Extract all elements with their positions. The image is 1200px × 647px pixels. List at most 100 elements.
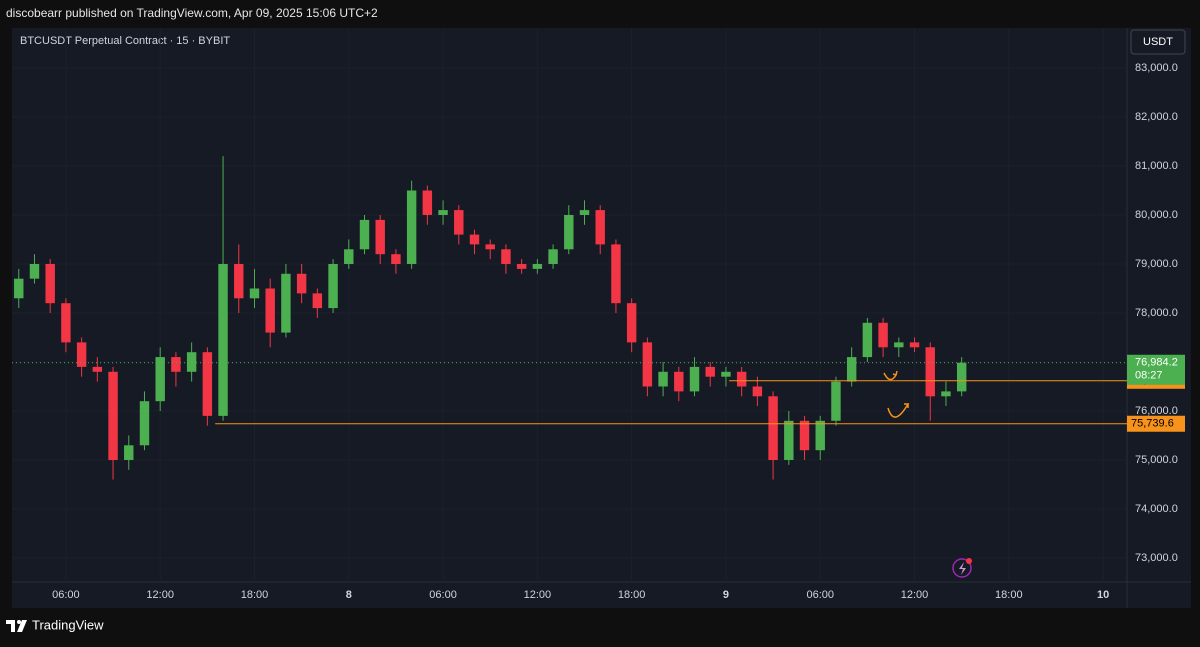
- candle-body: [422, 190, 433, 215]
- x-tick-label: 18:00: [241, 589, 269, 601]
- candle-body: [92, 366, 103, 372]
- footer: [0, 610, 1200, 642]
- candle-body: [752, 386, 763, 397]
- candle-body: [469, 234, 480, 245]
- plot: [12, 28, 1127, 582]
- candle-body: [548, 249, 558, 264]
- candle-body: [312, 293, 323, 309]
- candle-body: [674, 371, 684, 392]
- candle-body: [265, 288, 275, 333]
- candle-body: [375, 219, 385, 255]
- candle-body: [846, 357, 857, 382]
- countdown: 08:27: [1135, 370, 1163, 382]
- x-tick-label: 06:00: [806, 589, 834, 601]
- currency[interactable]: USDT: [1143, 36, 1173, 48]
- alert-icon-bolt: [959, 562, 966, 575]
- x-tick-label: 18:00: [995, 589, 1023, 601]
- candle-body: [815, 420, 825, 451]
- candle-body: [878, 322, 888, 348]
- y-tick-label: 83,000.0: [1135, 62, 1178, 74]
- annotation-arrow: [883, 370, 898, 381]
- x-tick-label: 12:00: [524, 589, 552, 601]
- y-tick-label: 76,000.0: [1135, 405, 1178, 417]
- candle-body: [626, 303, 637, 343]
- x-tick-label: 06:00: [429, 589, 457, 601]
- candle-body: [799, 420, 810, 451]
- candle-body: [61, 303, 71, 343]
- candle-body: [784, 420, 794, 460]
- y-tick-label: 74,000.0: [1135, 503, 1178, 515]
- y-tick-label: 80,000.0: [1135, 209, 1178, 221]
- candle-body: [359, 219, 370, 250]
- candle-body: [768, 396, 778, 460]
- candle-body: [296, 273, 307, 294]
- candle-body: [281, 273, 291, 333]
- y-tick-label: 75,000.0: [1135, 454, 1178, 466]
- candle-body: [894, 342, 904, 348]
- candle-body: [925, 347, 935, 397]
- candle-body: [328, 263, 338, 309]
- level-label: 75,739.6: [1131, 418, 1174, 430]
- candle-body: [45, 263, 55, 304]
- candle-body: [909, 342, 920, 348]
- x-tick-label: 06:00: [52, 589, 80, 601]
- candle-body: [171, 357, 181, 372]
- symbol-title: BTCUSDT Perpetual Contract · 15 · BYBIT: [20, 35, 230, 47]
- candle-body: [485, 244, 495, 250]
- candle-body: [29, 263, 40, 279]
- candle-body: [516, 263, 527, 269]
- candle-body: [956, 362, 967, 392]
- candle-body: [76, 342, 87, 367]
- y-tick-label: 78,000.0: [1135, 307, 1178, 319]
- candle-body: [689, 366, 700, 392]
- brand[interactable]: TradingView: [32, 617, 104, 632]
- candle-body: [862, 322, 873, 358]
- y-tick-label: 73,000.0: [1135, 552, 1178, 564]
- candle-body: [642, 342, 653, 387]
- alert-icon[interactable]: [952, 558, 972, 578]
- time-axis: [12, 582, 1191, 608]
- last-price-box: [1127, 354, 1185, 385]
- y-tick-label: 82,000.0: [1135, 111, 1178, 123]
- logo: [6, 620, 27, 632]
- candle-body: [941, 391, 951, 397]
- candle-body: [658, 371, 668, 387]
- y-tick-label: 79,000.0: [1135, 258, 1178, 270]
- x-tick-label: 10: [1097, 589, 1109, 601]
- candle-body: [579, 210, 590, 215]
- candle-body: [186, 352, 197, 372]
- candle-body: [202, 352, 213, 416]
- currency-box: [1130, 29, 1186, 55]
- candle-body: [564, 214, 574, 250]
- candle-body: [344, 249, 354, 264]
- candle-body: [249, 288, 260, 299]
- candle-body: [406, 190, 417, 264]
- candle-body: [532, 263, 543, 269]
- candle-body: [234, 263, 244, 299]
- candle-body: [611, 244, 621, 304]
- x-tick-label: 8: [346, 589, 352, 601]
- candle-body: [736, 371, 747, 387]
- level-label-box: [1127, 415, 1185, 432]
- candle-body: [501, 249, 511, 264]
- x-tick-label: 9: [723, 589, 729, 601]
- candle-body: [595, 210, 605, 245]
- price-axis: [1127, 28, 1191, 582]
- candle-body: [391, 254, 401, 264]
- candle-body: [831, 381, 841, 421]
- plot-area: [12, 28, 1127, 582]
- candle-body: [14, 278, 24, 299]
- candle-body: [108, 371, 118, 460]
- annotation-arrow: [887, 403, 910, 418]
- candle-body: [454, 210, 464, 235]
- candle-body: [438, 210, 448, 215]
- x-tick-label: 12:00: [901, 589, 929, 601]
- candle-body: [218, 263, 228, 416]
- x-tick-label: 12:00: [146, 589, 174, 601]
- last-price-label: 76,984.2: [1135, 357, 1178, 369]
- candle-body: [155, 357, 165, 402]
- y-tick-label: 81,000.0: [1135, 160, 1178, 172]
- candle-body: [124, 445, 134, 460]
- candle-body: [721, 371, 731, 377]
